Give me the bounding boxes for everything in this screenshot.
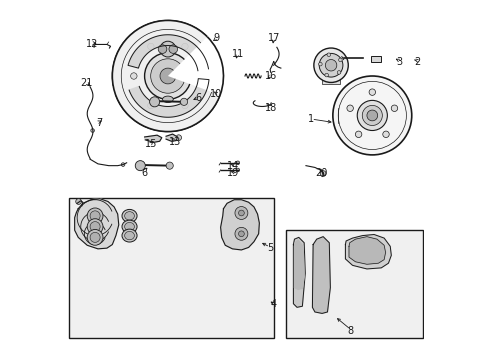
Text: 11: 11 bbox=[232, 49, 244, 59]
Circle shape bbox=[87, 208, 103, 224]
Circle shape bbox=[199, 73, 205, 79]
Bar bbox=[370, 56, 381, 62]
Circle shape bbox=[90, 211, 100, 221]
Text: 16: 16 bbox=[265, 71, 277, 81]
Polygon shape bbox=[166, 134, 177, 141]
Circle shape bbox=[235, 207, 248, 220]
Circle shape bbox=[239, 231, 245, 237]
Text: 6: 6 bbox=[142, 168, 147, 178]
Ellipse shape bbox=[124, 231, 134, 240]
Circle shape bbox=[314, 48, 348, 82]
Text: 1: 1 bbox=[308, 114, 315, 124]
Circle shape bbox=[319, 53, 343, 77]
Text: 21: 21 bbox=[80, 78, 92, 88]
Circle shape bbox=[151, 59, 185, 93]
Text: 20: 20 bbox=[315, 168, 327, 178]
Text: 3: 3 bbox=[396, 57, 402, 67]
Circle shape bbox=[122, 163, 125, 166]
Polygon shape bbox=[220, 200, 259, 250]
Ellipse shape bbox=[163, 96, 173, 103]
Wedge shape bbox=[112, 21, 223, 132]
Circle shape bbox=[131, 73, 137, 79]
Text: 18: 18 bbox=[265, 103, 277, 113]
Circle shape bbox=[112, 21, 223, 132]
Circle shape bbox=[182, 43, 188, 50]
Circle shape bbox=[239, 210, 245, 216]
Circle shape bbox=[176, 135, 181, 140]
Circle shape bbox=[367, 110, 378, 121]
Circle shape bbox=[347, 105, 353, 112]
Ellipse shape bbox=[122, 220, 137, 233]
Circle shape bbox=[135, 161, 146, 171]
Text: 4: 4 bbox=[270, 299, 277, 309]
Circle shape bbox=[325, 73, 328, 77]
Circle shape bbox=[145, 53, 191, 99]
Polygon shape bbox=[294, 237, 305, 307]
Text: 2: 2 bbox=[414, 57, 420, 67]
Text: 12: 12 bbox=[86, 39, 99, 49]
Ellipse shape bbox=[124, 222, 134, 231]
Circle shape bbox=[369, 89, 375, 95]
Bar bbox=[322, 69, 340, 84]
Text: 14: 14 bbox=[227, 161, 240, 171]
Circle shape bbox=[318, 62, 322, 66]
Circle shape bbox=[391, 105, 398, 112]
Circle shape bbox=[180, 98, 188, 105]
Polygon shape bbox=[345, 234, 392, 269]
Bar bbox=[69, 198, 274, 338]
Circle shape bbox=[182, 102, 188, 109]
Circle shape bbox=[169, 45, 177, 53]
Text: 15: 15 bbox=[145, 139, 157, 149]
Circle shape bbox=[160, 68, 176, 84]
Bar bbox=[286, 230, 422, 338]
Circle shape bbox=[236, 161, 240, 165]
Text: 8: 8 bbox=[348, 325, 354, 336]
Ellipse shape bbox=[122, 210, 137, 222]
Polygon shape bbox=[128, 35, 209, 71]
Circle shape bbox=[147, 43, 154, 50]
Circle shape bbox=[87, 219, 103, 234]
Circle shape bbox=[147, 102, 154, 109]
Circle shape bbox=[235, 227, 248, 240]
Wedge shape bbox=[168, 35, 225, 96]
Ellipse shape bbox=[122, 229, 137, 242]
Circle shape bbox=[90, 222, 100, 231]
Polygon shape bbox=[129, 78, 209, 117]
Circle shape bbox=[320, 171, 326, 176]
Circle shape bbox=[149, 97, 160, 107]
Circle shape bbox=[337, 71, 341, 74]
Text: 17: 17 bbox=[268, 33, 280, 43]
Circle shape bbox=[91, 129, 95, 132]
Text: 5: 5 bbox=[267, 243, 273, 253]
Polygon shape bbox=[313, 237, 330, 314]
Circle shape bbox=[333, 76, 412, 155]
Circle shape bbox=[76, 199, 81, 204]
Polygon shape bbox=[294, 240, 304, 289]
Text: 6: 6 bbox=[196, 93, 201, 103]
Polygon shape bbox=[145, 135, 162, 142]
Text: 10: 10 bbox=[210, 89, 222, 99]
Text: 19: 19 bbox=[227, 168, 240, 178]
Circle shape bbox=[166, 162, 173, 169]
Circle shape bbox=[383, 131, 389, 138]
Circle shape bbox=[339, 58, 342, 62]
Circle shape bbox=[362, 105, 382, 126]
Text: 9: 9 bbox=[213, 33, 220, 43]
Circle shape bbox=[357, 100, 388, 131]
Text: 13: 13 bbox=[169, 138, 181, 147]
Circle shape bbox=[87, 229, 103, 245]
Text: 7: 7 bbox=[96, 118, 102, 128]
Circle shape bbox=[160, 41, 176, 57]
Circle shape bbox=[236, 168, 240, 172]
Circle shape bbox=[355, 131, 362, 138]
Circle shape bbox=[158, 45, 167, 53]
Polygon shape bbox=[74, 199, 119, 249]
Ellipse shape bbox=[124, 212, 134, 220]
Circle shape bbox=[327, 53, 331, 57]
Polygon shape bbox=[349, 237, 386, 264]
Circle shape bbox=[90, 232, 100, 242]
Circle shape bbox=[325, 59, 337, 71]
